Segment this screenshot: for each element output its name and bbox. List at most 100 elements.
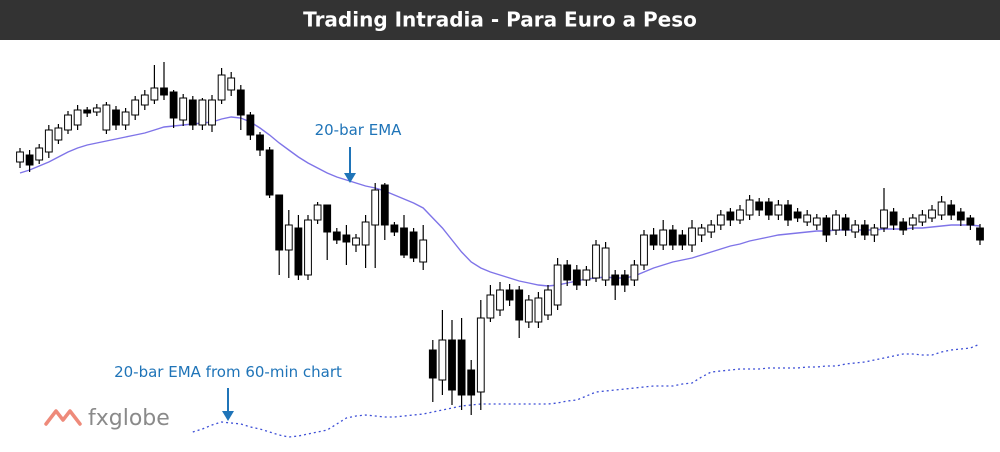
candle-body (448, 339, 456, 391)
plot-area (16, 62, 984, 438)
candle-body (83, 109, 92, 114)
candle-body (678, 234, 687, 246)
candle-body (102, 104, 111, 131)
candle-body (572, 269, 581, 286)
candle-body (284, 224, 293, 251)
candle-body (64, 114, 72, 131)
candle-body (73, 109, 82, 126)
candle-body (726, 211, 735, 221)
candle-body (851, 224, 860, 233)
candle-body (256, 134, 264, 151)
candle-body (784, 204, 792, 221)
candle-body (524, 299, 533, 323)
candle-body (659, 229, 668, 246)
ema-line (19, 116, 981, 287)
candle-body (764, 201, 773, 216)
candle-body (198, 99, 207, 126)
candle-body (976, 227, 984, 241)
candle-body (601, 247, 610, 281)
candle-body (352, 237, 360, 246)
candle-body (54, 127, 63, 141)
candle-body (716, 214, 725, 226)
ema60-arrow (222, 388, 234, 421)
candle-body (160, 87, 168, 96)
candle-body (630, 264, 639, 281)
candle-body (323, 204, 332, 233)
candle-body (620, 274, 629, 286)
candle-body (870, 227, 879, 236)
candle-body (16, 151, 24, 163)
candle-body (534, 297, 543, 323)
candle-body (246, 114, 255, 136)
candle-body (467, 369, 476, 396)
candle-body (803, 214, 812, 223)
candle-body (860, 224, 869, 236)
candle-body (419, 239, 428, 263)
candle-body (428, 349, 437, 379)
candle-body (294, 227, 303, 276)
candle-body (937, 201, 946, 216)
candle-body (928, 209, 936, 219)
candle-body (774, 204, 783, 216)
candle-body (361, 221, 370, 246)
candle-body (457, 339, 466, 396)
candle-body (140, 94, 149, 106)
candle-body (486, 294, 495, 319)
ema-line (192, 343, 981, 438)
ema-label: 20-bar EMA (315, 121, 403, 139)
candle-body (736, 209, 744, 221)
candle-body (880, 209, 888, 229)
candle-body (208, 99, 216, 126)
candle-body (265, 149, 274, 196)
candle-body (640, 234, 648, 266)
candle-body (822, 217, 831, 236)
brand-name: fxglobe (88, 406, 170, 431)
candle-body (390, 224, 399, 233)
candle-body (25, 154, 34, 166)
candle-body (755, 201, 764, 211)
ema-arrow (344, 147, 356, 183)
candle-body (131, 99, 140, 116)
candle-body (275, 194, 284, 251)
candle-body (668, 229, 677, 246)
candle-body (908, 217, 917, 226)
candle-body (371, 189, 380, 226)
candle-body (899, 221, 908, 231)
candle-body (956, 211, 965, 221)
candle-body (832, 214, 840, 231)
candle-body (707, 224, 716, 233)
candle-body (841, 217, 850, 231)
candle-body (409, 231, 418, 259)
candle-body (563, 264, 572, 281)
candle-body (496, 289, 504, 311)
candle-body (332, 231, 341, 241)
candle-body (217, 74, 226, 101)
candle-body (918, 214, 927, 223)
candle-body (121, 111, 130, 126)
candle-body (544, 289, 552, 316)
candle-body (438, 339, 447, 381)
candle-body (793, 211, 802, 219)
candle-body (553, 264, 562, 306)
candle-body (304, 219, 312, 276)
candle-body (966, 217, 975, 226)
candle-body (592, 244, 600, 279)
candle-body (35, 147, 44, 161)
chart-title: Trading Intradia - Para Euro a Peso (303, 8, 697, 32)
candle-body (169, 91, 178, 119)
candle-body (188, 99, 197, 126)
candle-body (400, 227, 408, 256)
candle-body (812, 217, 821, 226)
candle-body (582, 269, 591, 281)
candle-body (889, 211, 898, 226)
candle-body (44, 129, 53, 153)
brand-logo: fxglobe (44, 406, 170, 431)
candle-body (476, 317, 485, 393)
candle-body (112, 109, 120, 126)
candle-body (515, 289, 524, 321)
title-bar (0, 0, 1000, 40)
candle-body (697, 227, 706, 236)
candle-body (947, 204, 956, 216)
candle-body (745, 199, 754, 216)
